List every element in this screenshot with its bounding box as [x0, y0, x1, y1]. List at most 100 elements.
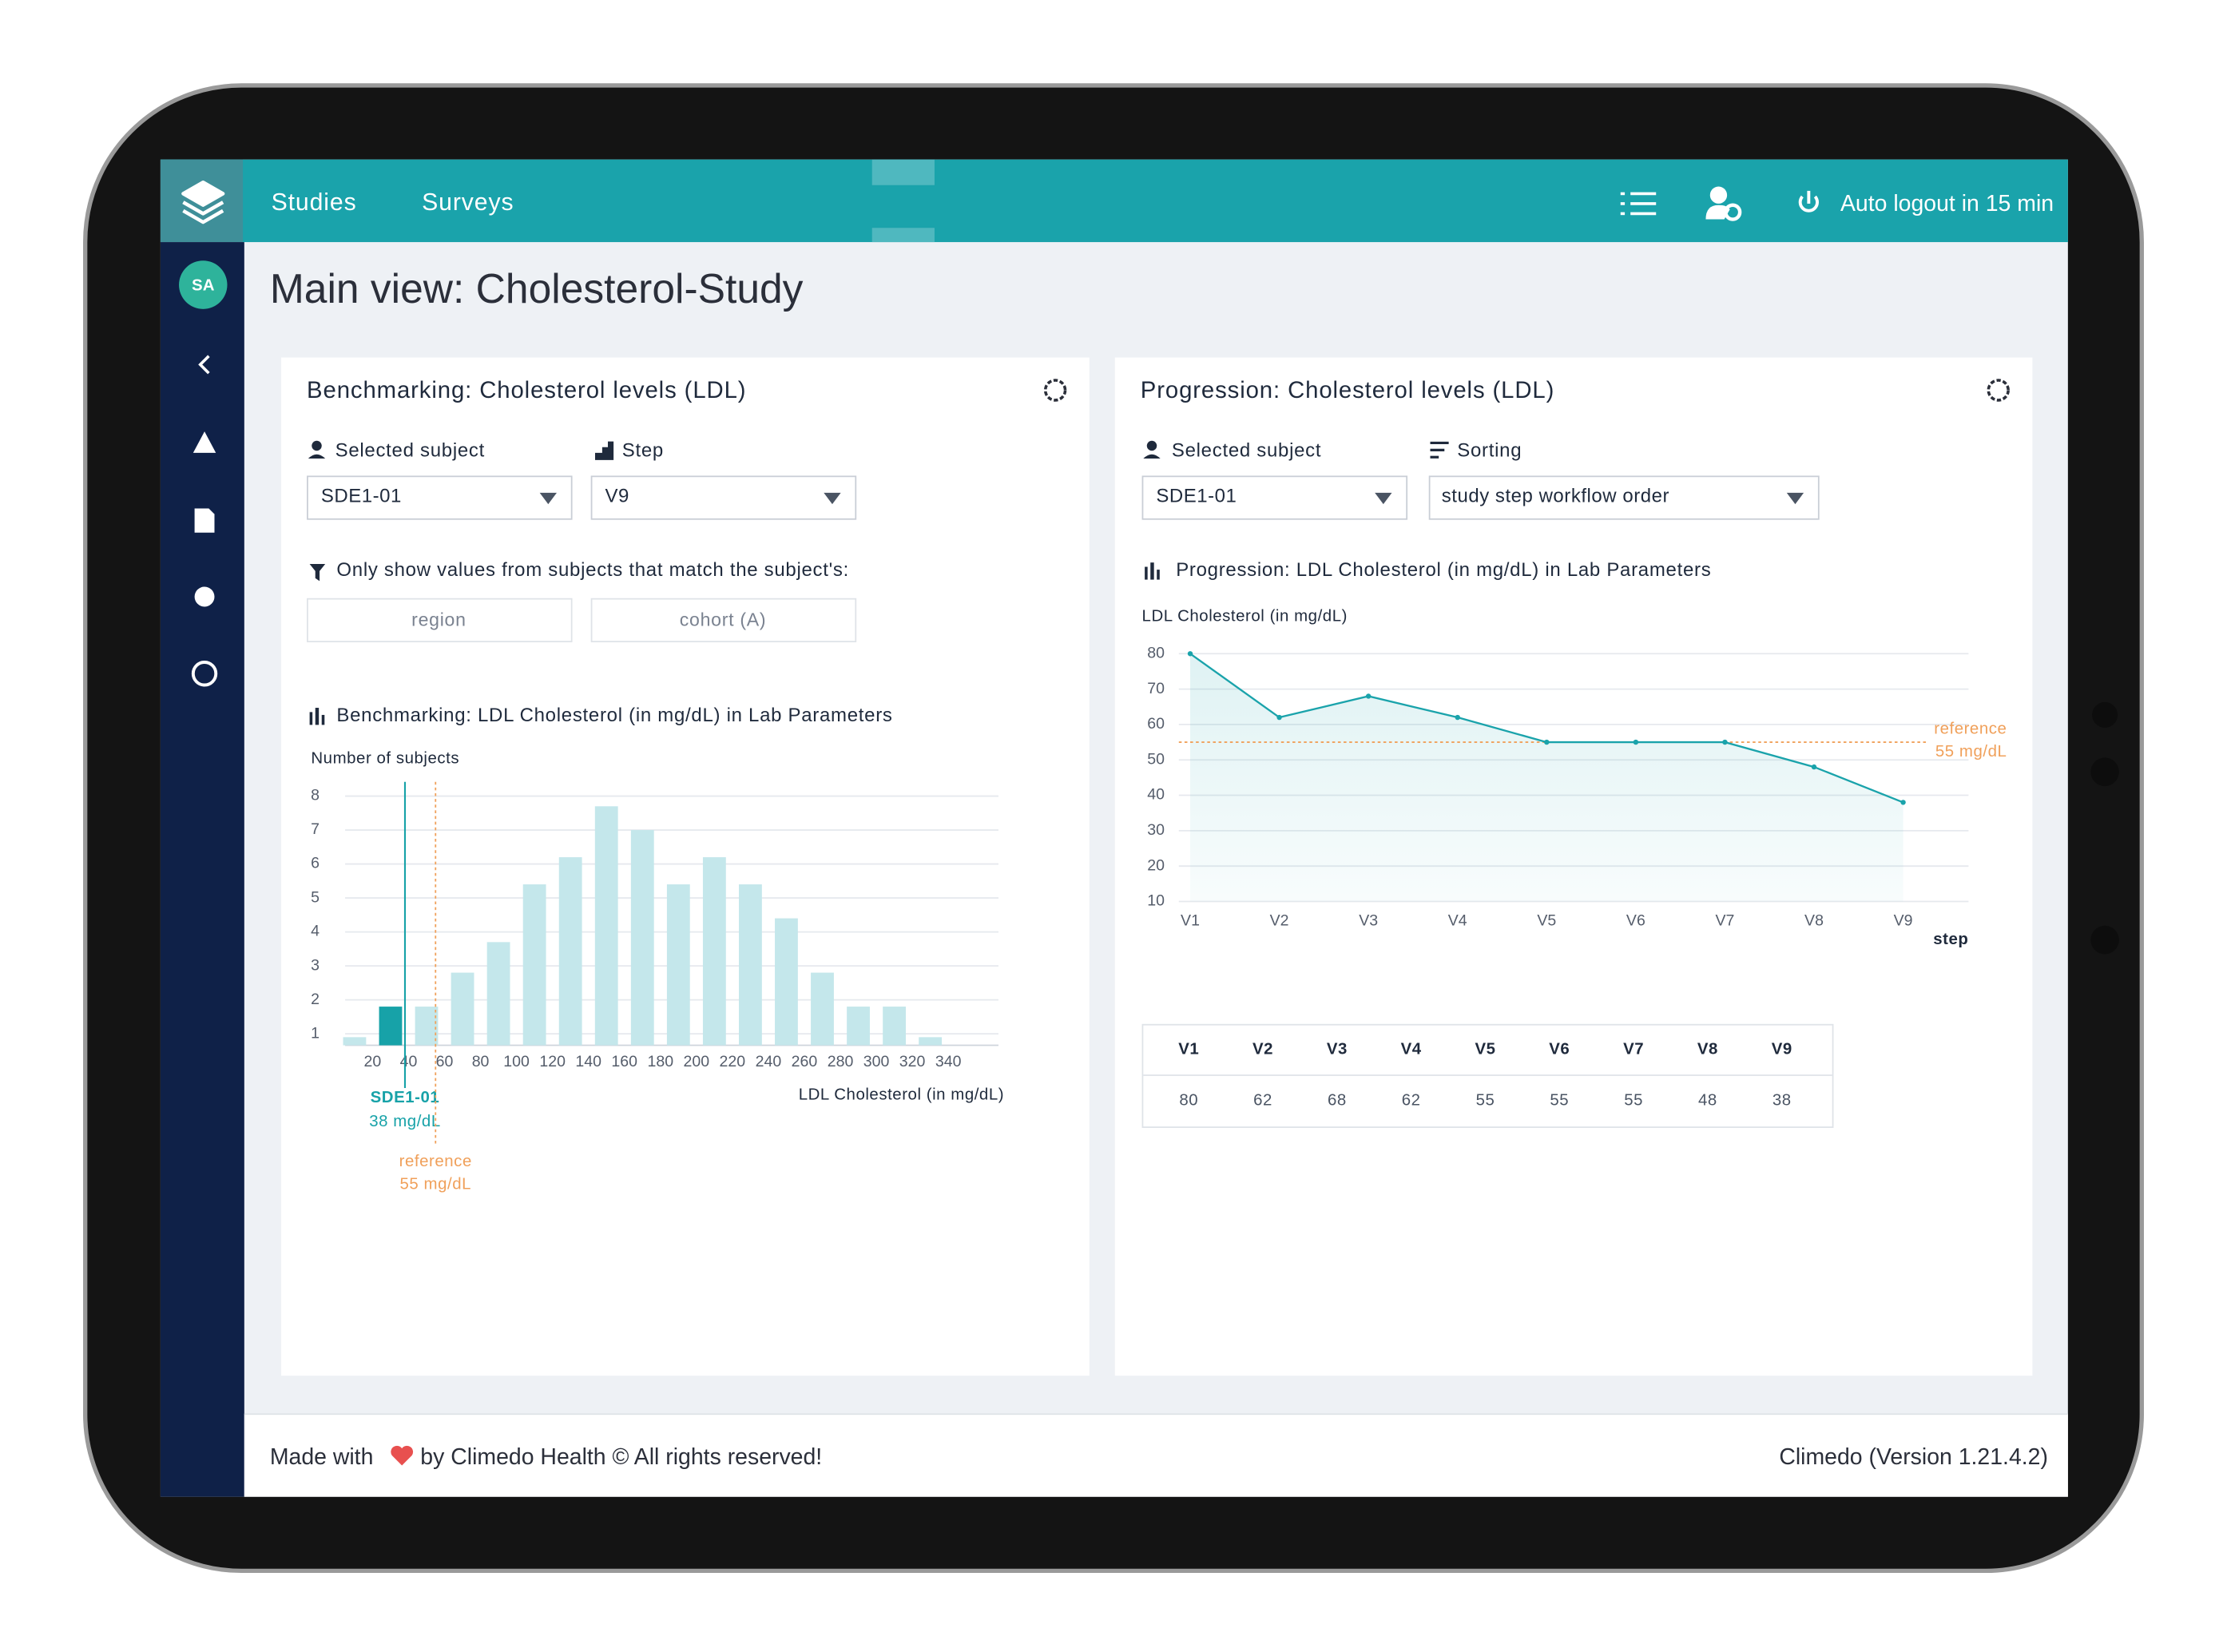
- filter-icon: [309, 563, 326, 582]
- histogram-bar: [883, 1007, 906, 1046]
- tablet-button: [2092, 701, 2118, 728]
- table-cell: 55: [1624, 1090, 1643, 1109]
- data-point: [1544, 739, 1550, 745]
- reference-label: reference: [399, 1152, 472, 1170]
- alert-icon[interactable]: [193, 431, 216, 453]
- histogram-bar: [558, 857, 582, 1046]
- histogram-bar: [811, 972, 834, 1046]
- table-cell: 62: [1402, 1090, 1421, 1109]
- x-tick-label: 40: [400, 1053, 418, 1070]
- document-icon[interactable]: [194, 508, 215, 533]
- filter-text: Only show values from subjects that matc…: [336, 559, 849, 581]
- avatar[interactable]: [179, 260, 228, 309]
- notch: [871, 228, 935, 243]
- data-point: [1633, 739, 1639, 745]
- nav-item[interactable]: Surveys: [422, 189, 514, 216]
- user-icon: [1146, 440, 1157, 451]
- table-cell: 55: [1550, 1090, 1569, 1109]
- y-tick-label: 10: [1147, 892, 1165, 910]
- data-point: [1455, 714, 1460, 721]
- x-tick-label: 140: [575, 1053, 601, 1070]
- x-tick-label: V2: [1270, 912, 1289, 930]
- nav-item[interactable]: Studies: [272, 189, 357, 216]
- histogram-bar: [666, 884, 690, 1046]
- x-tick-label: 60: [436, 1053, 454, 1070]
- histogram-bar: [630, 830, 654, 1046]
- settings-icon[interactable]: [1987, 379, 2010, 402]
- data-point: [1276, 714, 1282, 721]
- step-select[interactable]: [590, 475, 857, 520]
- x-tick-label: 20: [364, 1053, 382, 1070]
- table-header: V8: [1697, 1039, 1718, 1058]
- user-icon: [1143, 454, 1161, 459]
- subject-select[interactable]: [307, 475, 573, 520]
- top-bar: [160, 159, 2068, 243]
- subject-select[interactable]: [1141, 475, 1408, 520]
- y-axis-label: LDL Cholesterol (in mg/dL): [1142, 606, 1348, 625]
- field-label: Sorting: [1457, 439, 1522, 461]
- select-value: study step workflow order: [1442, 486, 1669, 507]
- table-header: V9: [1772, 1039, 1792, 1058]
- list-icon[interactable]: [1620, 192, 1657, 216]
- histogram-bar: [486, 942, 510, 1046]
- subject-value: 38 mg/dL: [369, 1112, 441, 1130]
- page-title: Main view: Cholesterol-Study: [270, 265, 804, 312]
- select-value: SDE1-01: [321, 486, 402, 507]
- x-tick-label: 160: [611, 1053, 637, 1070]
- x-tick-label: V1: [1181, 912, 1200, 930]
- user-icon: [308, 454, 326, 459]
- y-tick-label: 80: [1147, 644, 1165, 661]
- y-tick-label: 2: [311, 991, 320, 1008]
- collapse-icon[interactable]: [198, 355, 210, 375]
- subject-label: SDE1-01: [371, 1088, 440, 1106]
- filter-button-label: region: [411, 609, 466, 629]
- x-tick-label: 300: [863, 1053, 890, 1070]
- card-title: Progression: Cholesterol levels (LDL): [1141, 377, 1555, 403]
- info-icon[interactable]: [194, 586, 215, 607]
- help-icon[interactable]: [191, 661, 218, 687]
- tablet-button: [2090, 757, 2119, 787]
- histogram-bar: [847, 1007, 870, 1046]
- data-point: [1900, 800, 1906, 805]
- chart-icon: [1145, 562, 1160, 580]
- chart-title: Benchmarking: LDL Cholesterol (in mg/dL)…: [336, 705, 892, 726]
- reference-value: 55 mg/dL: [1935, 742, 2007, 760]
- filter-button[interactable]: [307, 598, 573, 643]
- y-tick-label: 70: [1147, 680, 1165, 697]
- histogram-bar: [919, 1037, 943, 1046]
- x-tick-label: 280: [828, 1053, 854, 1070]
- data-point: [1722, 739, 1728, 745]
- table-cell: 62: [1253, 1090, 1272, 1109]
- x-tick-label: 100: [503, 1053, 530, 1070]
- user-icon: [312, 440, 322, 451]
- table-header: V4: [1401, 1039, 1422, 1058]
- filter-button[interactable]: [590, 598, 857, 643]
- table-cell: 48: [1698, 1090, 1717, 1109]
- x-axis-label: LDL Cholesterol (in mg/dL): [799, 1085, 1004, 1103]
- settings-icon[interactable]: [1043, 379, 1067, 402]
- data-point: [1365, 693, 1372, 699]
- y-tick-label: 8: [311, 787, 320, 804]
- table-cell: 55: [1476, 1090, 1495, 1109]
- dropdown-arrow: [539, 492, 557, 505]
- x-tick-label: V9: [1894, 912, 1913, 930]
- y-tick-label: 6: [311, 855, 320, 872]
- select-value: V9: [605, 486, 629, 507]
- power-icon[interactable]: [1798, 190, 1819, 212]
- y-tick-label: 5: [311, 888, 320, 906]
- auto-logout[interactable]: Auto logout in 15 min: [1840, 191, 2054, 216]
- reference-value: 55 mg/dL: [400, 1175, 472, 1193]
- y-tick-label: 20: [1147, 856, 1165, 874]
- step-icon: [595, 441, 614, 460]
- sorting-select[interactable]: [1428, 475, 1820, 520]
- x-tick-label: V8: [1804, 912, 1824, 930]
- line-area: [1190, 653, 1903, 902]
- x-tick-label: 200: [684, 1053, 710, 1070]
- user-settings-icon[interactable]: [1705, 186, 1742, 221]
- field-label: Selected subject: [335, 439, 485, 461]
- table-header: V3: [1327, 1039, 1348, 1058]
- heart-icon: [391, 1445, 414, 1466]
- chart-title: Progression: LDL Cholesterol (in mg/dL) …: [1176, 559, 1711, 581]
- field-label: Selected subject: [1172, 439, 1321, 461]
- table-header: V6: [1549, 1039, 1570, 1058]
